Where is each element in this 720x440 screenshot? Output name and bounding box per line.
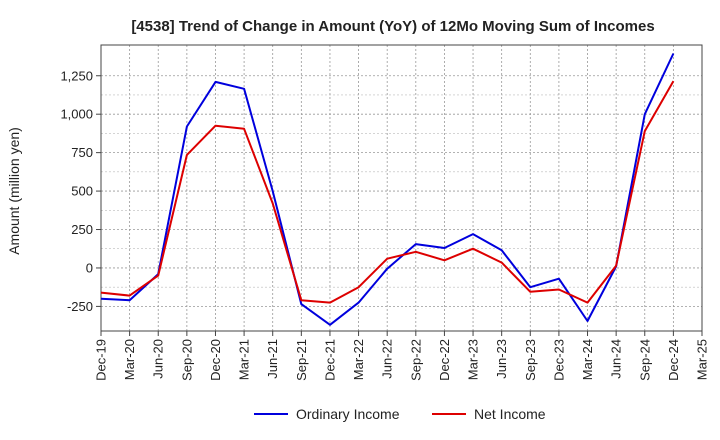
x-tick-label: Sep-23	[523, 339, 538, 381]
x-tick-label: Dec-20	[208, 339, 223, 381]
grid-lines	[101, 45, 702, 331]
x-axis-ticks: Dec-19 Mar-20 Jun-20 Sep-20 Dec-20 Mar-21 Jun-…	[94, 331, 710, 381]
x-tick-label: Sep-21	[294, 339, 309, 381]
x-tick-label: Mar-23	[466, 339, 481, 380]
y-tick-label: 250	[71, 222, 93, 237]
plot-frame	[100, 44, 703, 332]
legend: Ordinary Income Net Income	[254, 406, 546, 422]
x-tick-label: Dec-24	[666, 339, 681, 381]
y-axis-ticks: -250 0 250 500 750 1,000 1,250	[60, 68, 101, 314]
y-axis-label: Amount (million yen)	[6, 127, 22, 255]
series-lines	[100, 53, 675, 326]
legend-label-ordinary-income: Ordinary Income	[296, 406, 400, 422]
x-tick-label: Dec-19	[94, 339, 109, 381]
x-tick-label: Sep-24	[637, 339, 652, 381]
x-tick-label: Mar-21	[237, 339, 252, 380]
x-tick-label: Jun-21	[265, 339, 280, 379]
x-tick-label: Dec-22	[437, 339, 452, 381]
x-tick-label: Dec-21	[322, 339, 337, 381]
series-line-net-income	[100, 80, 675, 304]
x-tick-label: Mar-24	[580, 339, 595, 380]
x-tick-label: Mar-25	[695, 339, 710, 380]
series-line-ordinary-income	[100, 53, 675, 326]
x-tick-label: Sep-20	[179, 339, 194, 381]
y-tick-label: -250	[67, 299, 93, 314]
x-tick-label: Jun-22	[380, 339, 395, 379]
x-tick-label: Mar-22	[351, 339, 366, 380]
x-tick-label: Jun-24	[609, 339, 624, 379]
y-tick-label: 1,000	[60, 107, 93, 122]
x-tick-label: Dec-23	[551, 339, 566, 381]
y-tick-label: 750	[71, 145, 93, 160]
x-tick-label: Sep-22	[408, 339, 423, 381]
x-tick-label: Jun-23	[494, 339, 509, 379]
chart-title: [4538] Trend of Change in Amount (YoY) o…	[131, 18, 654, 35]
y-tick-label: 0	[86, 260, 93, 275]
y-tick-label: 500	[71, 184, 93, 199]
x-tick-label: Mar-20	[122, 339, 137, 380]
y-tick-label: 1,250	[60, 68, 93, 83]
x-tick-label: Jun-20	[151, 339, 166, 379]
legend-label-net-income: Net Income	[474, 406, 546, 422]
